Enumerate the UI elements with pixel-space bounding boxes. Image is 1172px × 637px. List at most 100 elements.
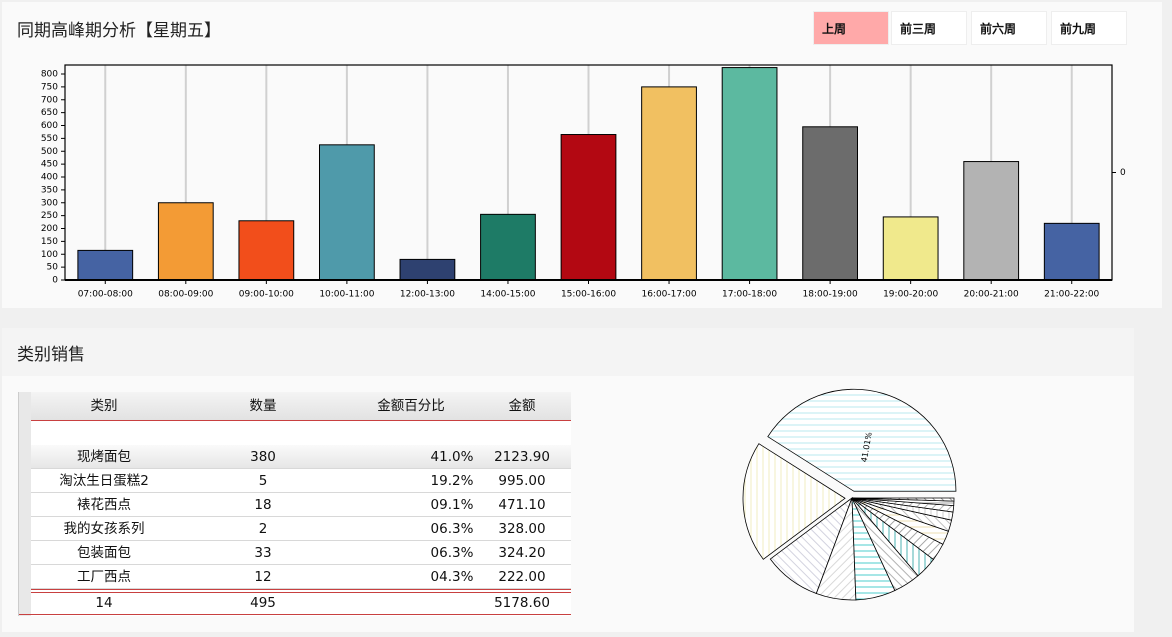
x-tick-label: 16:00-17:00 xyxy=(641,290,696,300)
y-tick-label: 0 xyxy=(52,276,58,286)
week-tab[interactable]: 前九周 xyxy=(1051,11,1127,45)
table-cell: 5 xyxy=(258,473,268,489)
row-gutter xyxy=(19,392,31,616)
bar xyxy=(319,144,375,281)
y-tick-label: 150 xyxy=(41,237,58,247)
bar-chart: 0 50 100 150 200 250 300 350 400 450 500 550 600 650 7… xyxy=(41,64,1126,300)
table-row[interactable] xyxy=(31,565,571,589)
column-header[interactable]: 金额百分比 xyxy=(377,398,445,414)
table-cell: 包装面包 xyxy=(77,545,131,561)
table-cell: 380 xyxy=(250,449,276,465)
table-cell: 2123.90 xyxy=(494,449,550,465)
table-row[interactable] xyxy=(31,541,571,565)
y-tick-label: 250 xyxy=(41,211,58,221)
table-cell: 淘汰生日蛋糕2 xyxy=(59,473,149,489)
table-cell: 328.00 xyxy=(498,521,546,537)
table: 类别 数量 金额百分比 金额现烤面包 380 41.0% 2123.90 淘汰生日蛋糕2 5 19… xyxy=(18,392,571,616)
table-cell: 09.1% xyxy=(430,497,474,513)
x-tick-label: 12:00-13:00 xyxy=(400,290,455,300)
table-cell: 33 xyxy=(254,545,272,561)
y-tick-label: 400 xyxy=(41,173,58,183)
y-tick-label: 800 xyxy=(41,70,58,80)
bar xyxy=(802,126,858,281)
bar xyxy=(238,220,295,281)
filter-row[interactable] xyxy=(31,421,571,446)
pie-slice xyxy=(767,388,957,492)
panel-title: 类别销售 xyxy=(17,345,85,365)
pie-chart: 41.01% xyxy=(742,388,957,601)
panel-title: 同期高峰期分析【星期五】 xyxy=(17,21,221,41)
bar xyxy=(1043,222,1100,281)
bar xyxy=(560,134,617,281)
table-cell: 12 xyxy=(254,569,272,585)
y-tick-label: 50 xyxy=(47,263,59,273)
table-cell: 06.3% xyxy=(430,545,474,561)
bar xyxy=(399,258,456,281)
bar xyxy=(882,216,939,281)
bar xyxy=(157,202,214,281)
footer-quantity: 495 xyxy=(250,595,276,611)
column-header[interactable]: 类别 xyxy=(90,398,118,414)
bar xyxy=(641,86,697,281)
table-row[interactable] xyxy=(31,469,571,493)
bar xyxy=(77,249,134,281)
table-cell: 18 xyxy=(254,497,272,513)
footer-line xyxy=(31,589,571,593)
table-cell: 裱花西点 xyxy=(77,497,131,513)
x-tick-label: 19:00-20:00 xyxy=(883,290,938,300)
x-tick-label: 18:00-19:00 xyxy=(803,290,858,300)
y-tick-label: 700 xyxy=(41,95,58,105)
table-cell: 现烤面包 xyxy=(77,449,131,465)
table-cell: 41.0% xyxy=(430,449,474,465)
column-header[interactable]: 数量 xyxy=(249,398,277,414)
footer-count: 14 xyxy=(95,595,113,611)
table-row[interactable] xyxy=(31,517,571,541)
pie-slice xyxy=(851,497,955,502)
table-cell: 04.3% xyxy=(430,569,474,585)
y-tick-label: 200 xyxy=(41,224,58,234)
pie-slice xyxy=(742,443,846,560)
y-tick-label: 100 xyxy=(41,250,58,260)
table-cell: 222.00 xyxy=(498,569,546,585)
table-cell: 06.3% xyxy=(430,521,474,537)
x-tick-label: 17:00-18:00 xyxy=(722,290,777,300)
footer-amount: 5178.60 xyxy=(494,595,550,611)
y2-tick-label: 0 xyxy=(1120,168,1126,178)
y-tick-label: 450 xyxy=(41,160,58,170)
x-tick-label: 20:00-21:00 xyxy=(964,290,1019,300)
y-tick-label: 750 xyxy=(41,82,58,92)
table-cell: 324.20 xyxy=(498,545,546,561)
x-tick-label: 07:00-08:00 xyxy=(78,290,133,300)
y-tick-label: 350 xyxy=(41,185,58,195)
table-cell: 19.2% xyxy=(430,473,474,489)
week-tab[interactable]: 前三周 xyxy=(891,11,967,45)
table-cell: 995.00 xyxy=(498,473,546,489)
bottom-line xyxy=(19,614,571,615)
x-tick-label: 15:00-16:00 xyxy=(561,290,616,300)
panel-header xyxy=(2,328,1134,376)
y-tick-label: 650 xyxy=(41,108,58,118)
x-tick-label: 09:00-10:00 xyxy=(239,290,294,300)
bar xyxy=(480,213,536,281)
table-cell: 工厂西点 xyxy=(77,569,131,585)
y-tick-label: 600 xyxy=(41,121,58,131)
y-tick-label: 500 xyxy=(41,147,58,157)
week-tab[interactable]: 上周 xyxy=(813,11,889,45)
table-cell: 2 xyxy=(258,521,268,537)
table-header xyxy=(19,392,571,421)
x-tick-label: 14:00-15:00 xyxy=(480,290,535,300)
y-tick-label: 300 xyxy=(41,198,58,208)
x-tick-label: 10:00-11:00 xyxy=(319,290,374,300)
column-header[interactable]: 金额 xyxy=(508,398,536,414)
bar xyxy=(963,161,1020,281)
table-row[interactable] xyxy=(31,493,571,517)
x-tick-label: 21:00-22:00 xyxy=(1044,290,1099,300)
x-tick-label: 08:00-09:00 xyxy=(158,290,213,300)
y-tick-label: 550 xyxy=(41,134,58,144)
table-cell: 471.10 xyxy=(498,497,546,513)
bar xyxy=(721,67,778,281)
table-row[interactable] xyxy=(31,445,571,469)
week-tab[interactable]: 前六周 xyxy=(971,11,1047,45)
table-cell: 我的女孩系列 xyxy=(63,521,145,537)
